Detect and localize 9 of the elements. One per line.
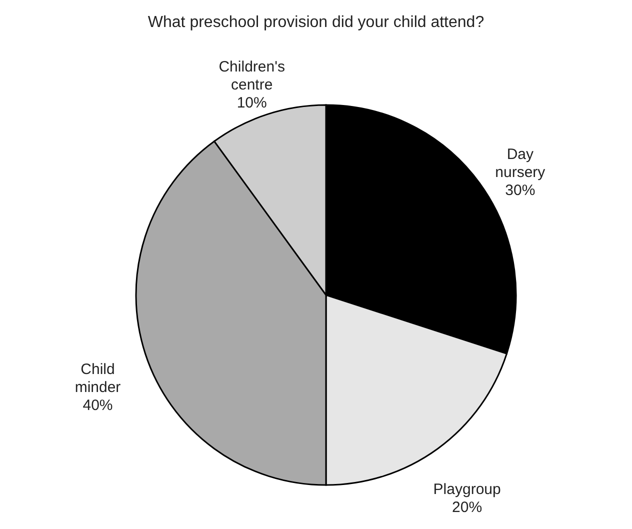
slice-label: Playgroup [433,481,501,498]
chart-title: What preschool provision did your child attend? [148,14,484,31]
slice-label: Children's centre [218,58,285,94]
data-label: 40% [82,397,113,414]
data-label: 30% [505,182,536,199]
slice-label: Child minder [74,361,121,396]
data-label: 20% [452,499,482,516]
data-label: 10% [236,94,267,112]
slice-label: Day nursery [495,146,546,181]
